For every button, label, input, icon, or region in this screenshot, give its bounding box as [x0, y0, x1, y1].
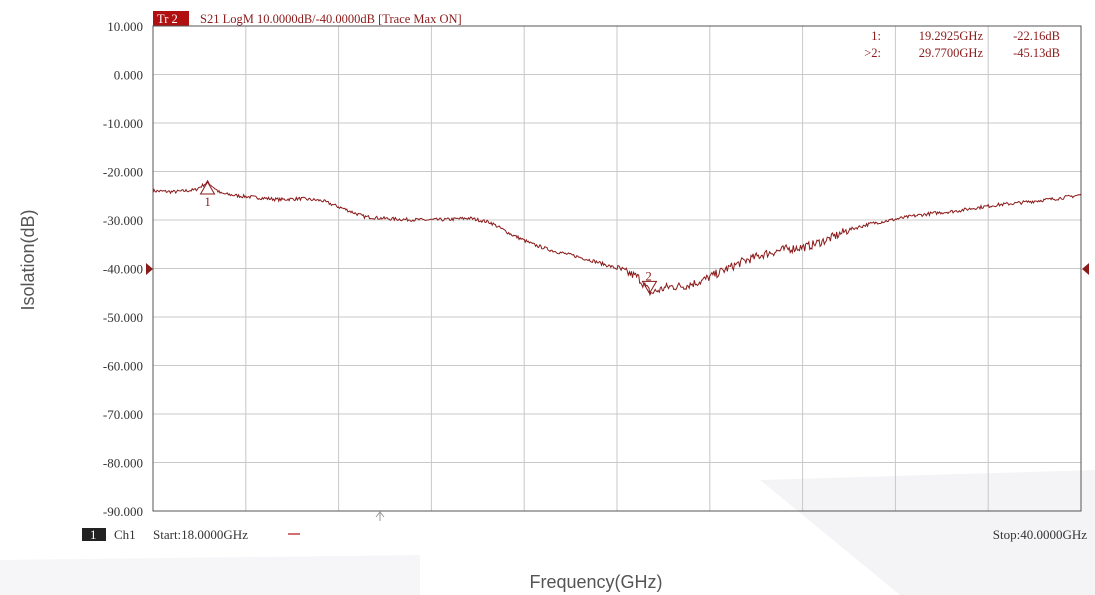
ref-level-left-arrow[interactable]: [146, 263, 153, 275]
y-tick-label: 10.000: [107, 19, 143, 34]
marker-1-value: -22.16dB: [1013, 29, 1060, 43]
y-tick-label: -10.000: [103, 116, 143, 131]
y-tick-label: -80.000: [103, 456, 143, 471]
y-tick-labels: 10.000 0.000 -10.000 -20.000 -30.000 -40.000 -…: [103, 19, 143, 519]
y-tick-label: -90.000: [103, 504, 143, 519]
background-panel-left: [0, 555, 420, 595]
marker-1-triangle: [199, 180, 216, 195]
plot-frame: [152, 25, 1082, 512]
channel-label: Ch1: [114, 527, 136, 542]
y-tick-label: -40.000: [103, 262, 143, 277]
y-tick-label: -70.000: [103, 407, 143, 422]
channel-footer: 1 Ch1 Start:18.0000GHz Stop:40.0000GHz: [82, 527, 1087, 542]
y-axis-title: Isolation(dB): [18, 209, 38, 310]
marker-2-label: >2:: [864, 46, 881, 60]
marker-1-label: 1:: [871, 29, 881, 43]
marker-2-triangle: [641, 280, 658, 295]
y-tick-label: -60.000: [103, 359, 143, 374]
trace-header: Tr 2 S21 LogM 10.0000dB/-40.0000dB [Trac…: [153, 11, 462, 26]
trace-badge[interactable]: Tr 2: [157, 12, 178, 26]
trace-badge-bg: [153, 11, 189, 26]
trace-info: S21 LogM 10.0000dB/-40.0000dB [Trace Max…: [200, 12, 462, 26]
stop-frequency[interactable]: Stop:40.0000GHz: [993, 527, 1087, 542]
channel-badge[interactable]: 1: [90, 527, 97, 542]
y-tick-label: -50.000: [103, 310, 143, 325]
y-tick-label: -20.000: [103, 165, 143, 180]
marker-2-freq: 29.7700GHz: [919, 46, 984, 60]
ref-level-right-arrow[interactable]: [1082, 263, 1089, 275]
marker-1[interactable]: 1: [199, 180, 216, 209]
y-tick-label: -30.000: [103, 213, 143, 228]
s21-trace-line: [152, 179, 1082, 297]
marker-1-tag: 1: [205, 195, 211, 209]
start-frequency[interactable]: Start:18.0000GHz: [153, 527, 248, 542]
stimulus-arrow-icon: [375, 511, 385, 521]
marker-readout: 1: 19.2925GHz -22.16dB >2: 29.7700GHz -4…: [864, 29, 1060, 60]
background-panel: [760, 470, 1095, 595]
x-axis-title: Frequency(GHz): [529, 572, 662, 592]
marker-2-tag: 2: [645, 269, 651, 283]
marker-2-value: -45.13dB: [1013, 46, 1060, 60]
y-tick-label: 0.000: [114, 68, 143, 83]
channel-badge-bg: [82, 528, 106, 541]
marker-2[interactable]: 2: [641, 269, 658, 295]
marker-1-freq: 19.2925GHz: [919, 29, 984, 43]
